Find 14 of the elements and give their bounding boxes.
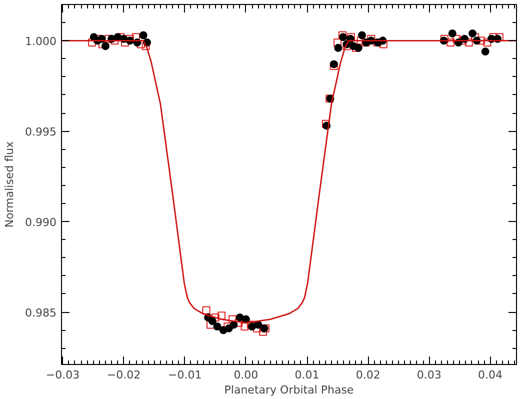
y-axis-title: Normalised flux [3, 140, 16, 228]
x-tick-label: −0.03 [46, 368, 80, 382]
x-axis-title: Planetary Orbital Phase [224, 384, 354, 396]
x-tick-label: −0.02 [106, 368, 141, 382]
x-tick-label: 0.01 [294, 368, 320, 382]
y-tick-label: 1.000 [25, 35, 57, 48]
x-tick-label: 0.04 [478, 368, 502, 382]
x-tick-label: 0.00 [234, 368, 258, 382]
y-tick-label: 0.990 [25, 216, 57, 230]
y-tick-label: 0.995 [25, 126, 57, 139]
x-tick-label: −0.01 [168, 368, 202, 382]
x-tick-label: 0.02 [356, 368, 380, 382]
y-tick-label: 0.985 [25, 306, 57, 320]
x-tick-label: 0.03 [416, 368, 442, 382]
